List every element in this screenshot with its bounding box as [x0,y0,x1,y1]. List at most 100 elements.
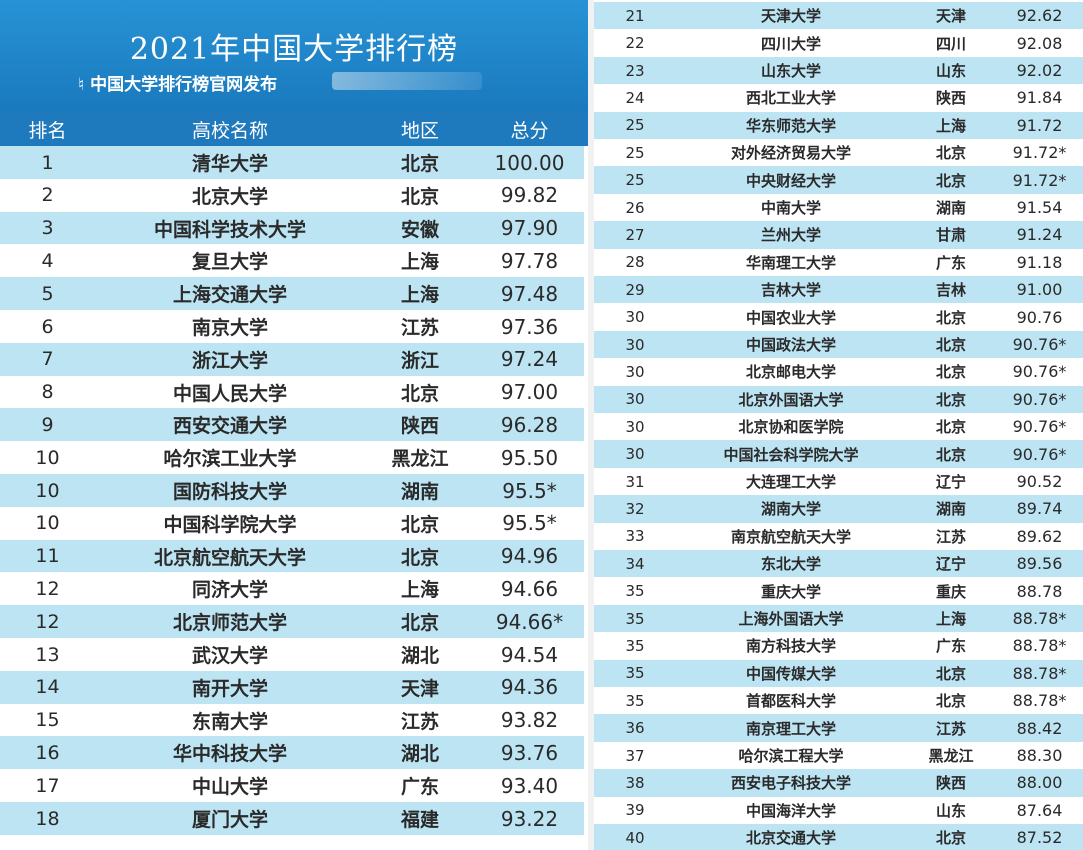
table-row: 37 哈尔滨工程大学 黑龙江 88.30 [594,741,1083,770]
region-cell: 江苏 [400,317,439,339]
name-cell: 中国海洋大学 [745,801,836,820]
region-cell: 北京 [935,308,966,327]
rank-cell: 13 [35,643,60,666]
rank-cell: 31 [625,472,645,491]
rank-cell: 30 [625,390,645,409]
table-row: 31 大连理工大学 辽宁 90.52 [594,467,1083,496]
name-cell: 东南大学 [191,710,268,733]
column-header-name: 高校名称 [191,119,268,142]
name-cell: 中国人民大学 [172,382,287,405]
score-cell: 88.78 [1016,581,1063,601]
score-cell: 100.00 [494,150,565,175]
rank-cell: 6 [41,315,54,338]
score-cell: 90.76* [1012,362,1067,382]
region-cell: 北京 [935,171,966,190]
table-row: 5 上海交通大学 上海 97.48 [0,277,584,311]
name-cell: 中央财经大学 [745,171,836,190]
score-cell: 91.72* [1012,143,1067,163]
name-cell: 对外经济贸易大学 [730,144,851,163]
score-cell: 88.78* [1012,663,1067,683]
table-row: 25 对外经济贸易大学 北京 91.72* [594,139,1083,167]
table-row: 35 南方科技大学 广东 88.78* [594,632,1083,660]
rank-cell: 40 [625,828,645,847]
name-cell: 东北大学 [760,555,821,574]
subtitle-text: 中国大学排行榜官网发布 [90,75,278,95]
name-cell: 中南大学 [760,199,821,218]
rank-cell: 26 [625,198,645,217]
table-row: 13 武汉大学 湖北 94.54 [0,638,584,671]
name-cell: 南京理工大学 [745,719,836,738]
table-row: 35 首都医科大学 北京 88.78* [594,687,1083,715]
table-header-row: 排名 高校名称 地区 总分 [0,112,588,146]
table-row: 22 四川大学 四川 92.08 [594,29,1083,57]
table-row: 33 南京航空航天大学 江苏 89.62 [594,522,1083,551]
rank-cell: 27 [625,225,645,244]
table-row: 1 清华大学 北京 100.00 [0,146,584,179]
name-cell: 吉林大学 [760,281,821,300]
name-cell: 中国农业大学 [745,308,836,327]
table-row: 40 北京交通大学 北京 87.52 [594,824,1083,850]
rank-cell: 25 [625,171,645,190]
table-row: 25 华东师范大学 上海 91.72 [594,111,1083,140]
score-cell: 93.76 [500,740,559,765]
rank-cell: 30 [625,335,645,354]
region-cell: 吉林 [935,281,966,300]
left-table-panel: 2021年中国大学排行榜 ♮ 中国大学排行榜官网发布 排名 高校名称 地区 总分 … [0,0,588,835]
region-cell: 北京 [400,612,439,635]
name-cell: 北京交通大学 [745,829,836,848]
table-row: 24 西北工业大学 陕西 91.84 [594,84,1083,112]
name-cell: 中山大学 [191,776,268,799]
rank-cell: 16 [35,741,60,764]
subtitle: ♮ 中国大学排行榜官网发布 [78,70,277,95]
rank-cell: 9 [41,413,54,436]
rank-cell: 4 [41,249,54,272]
table-row: 23 山东大学 山东 92.02 [594,56,1083,85]
rank-cell: 24 [625,88,645,107]
score-cell: 97.78 [500,248,559,273]
region-cell: 北京 [400,513,439,536]
region-cell: 北京 [400,185,439,208]
score-cell: 96.28 [500,412,559,437]
rank-cell: 25 [625,116,645,135]
name-cell: 同济大学 [191,579,268,602]
table-row: 11 北京航空航天大学 北京 94.96 [0,539,584,573]
score-cell: 93.40 [500,773,559,798]
rank-cell: 29 [625,280,645,299]
score-cell: 95.50 [500,445,559,470]
table-row: 18 厦门大学 福建 93.22 [0,802,584,835]
region-cell: 黑龙江 [928,747,974,766]
region-cell: 北京 [935,664,966,683]
region-cell: 山东 [935,801,966,820]
region-cell: 浙江 [400,349,439,372]
score-cell: 93.22 [500,806,559,831]
table-row: 30 中国社会科学院大学 北京 90.76* [594,440,1083,468]
rank-cell: 32 [625,499,645,518]
score-cell: 92.08 [1016,33,1063,53]
table-row: 30 北京外国语大学 北京 90.76* [594,385,1083,414]
score-cell: 88.78* [1012,609,1067,629]
region-cell: 北京 [400,382,439,405]
rank-cell: 35 [625,691,645,710]
region-cell: 上海 [400,284,439,307]
region-cell: 北京 [935,390,966,409]
name-cell: 四川大学 [760,34,821,53]
table-row: 4 复旦大学 上海 97.78 [0,244,584,278]
score-cell: 90.76* [1012,389,1067,409]
region-cell: 北京 [935,363,966,382]
rank-cell: 11 [35,545,60,568]
score-cell: 90.76* [1012,444,1067,464]
score-cell: 95.5* [502,478,557,503]
rank-cell: 21 [625,6,645,25]
name-cell: 西安电子科技大学 [730,774,851,793]
region-cell: 湖南 [935,199,966,218]
name-cell: 国防科技大学 [172,481,287,503]
name-cell: 北京外国语大学 [738,390,844,409]
region-cell: 湖南 [935,500,966,519]
region-cell: 江苏 [400,710,439,733]
score-cell: 92.02 [1016,61,1063,81]
rank-cell: 30 [625,308,645,327]
name-cell: 上海外国语大学 [738,610,844,629]
table-row: 14 南开大学 天津 94.36 [0,670,584,704]
right-table-panel: 21 天津大学 天津 92.62 22 四川大学 四川 92.08 23 山东大学 山东 92.02 2… [594,0,1083,850]
region-cell: 北京 [935,692,966,711]
